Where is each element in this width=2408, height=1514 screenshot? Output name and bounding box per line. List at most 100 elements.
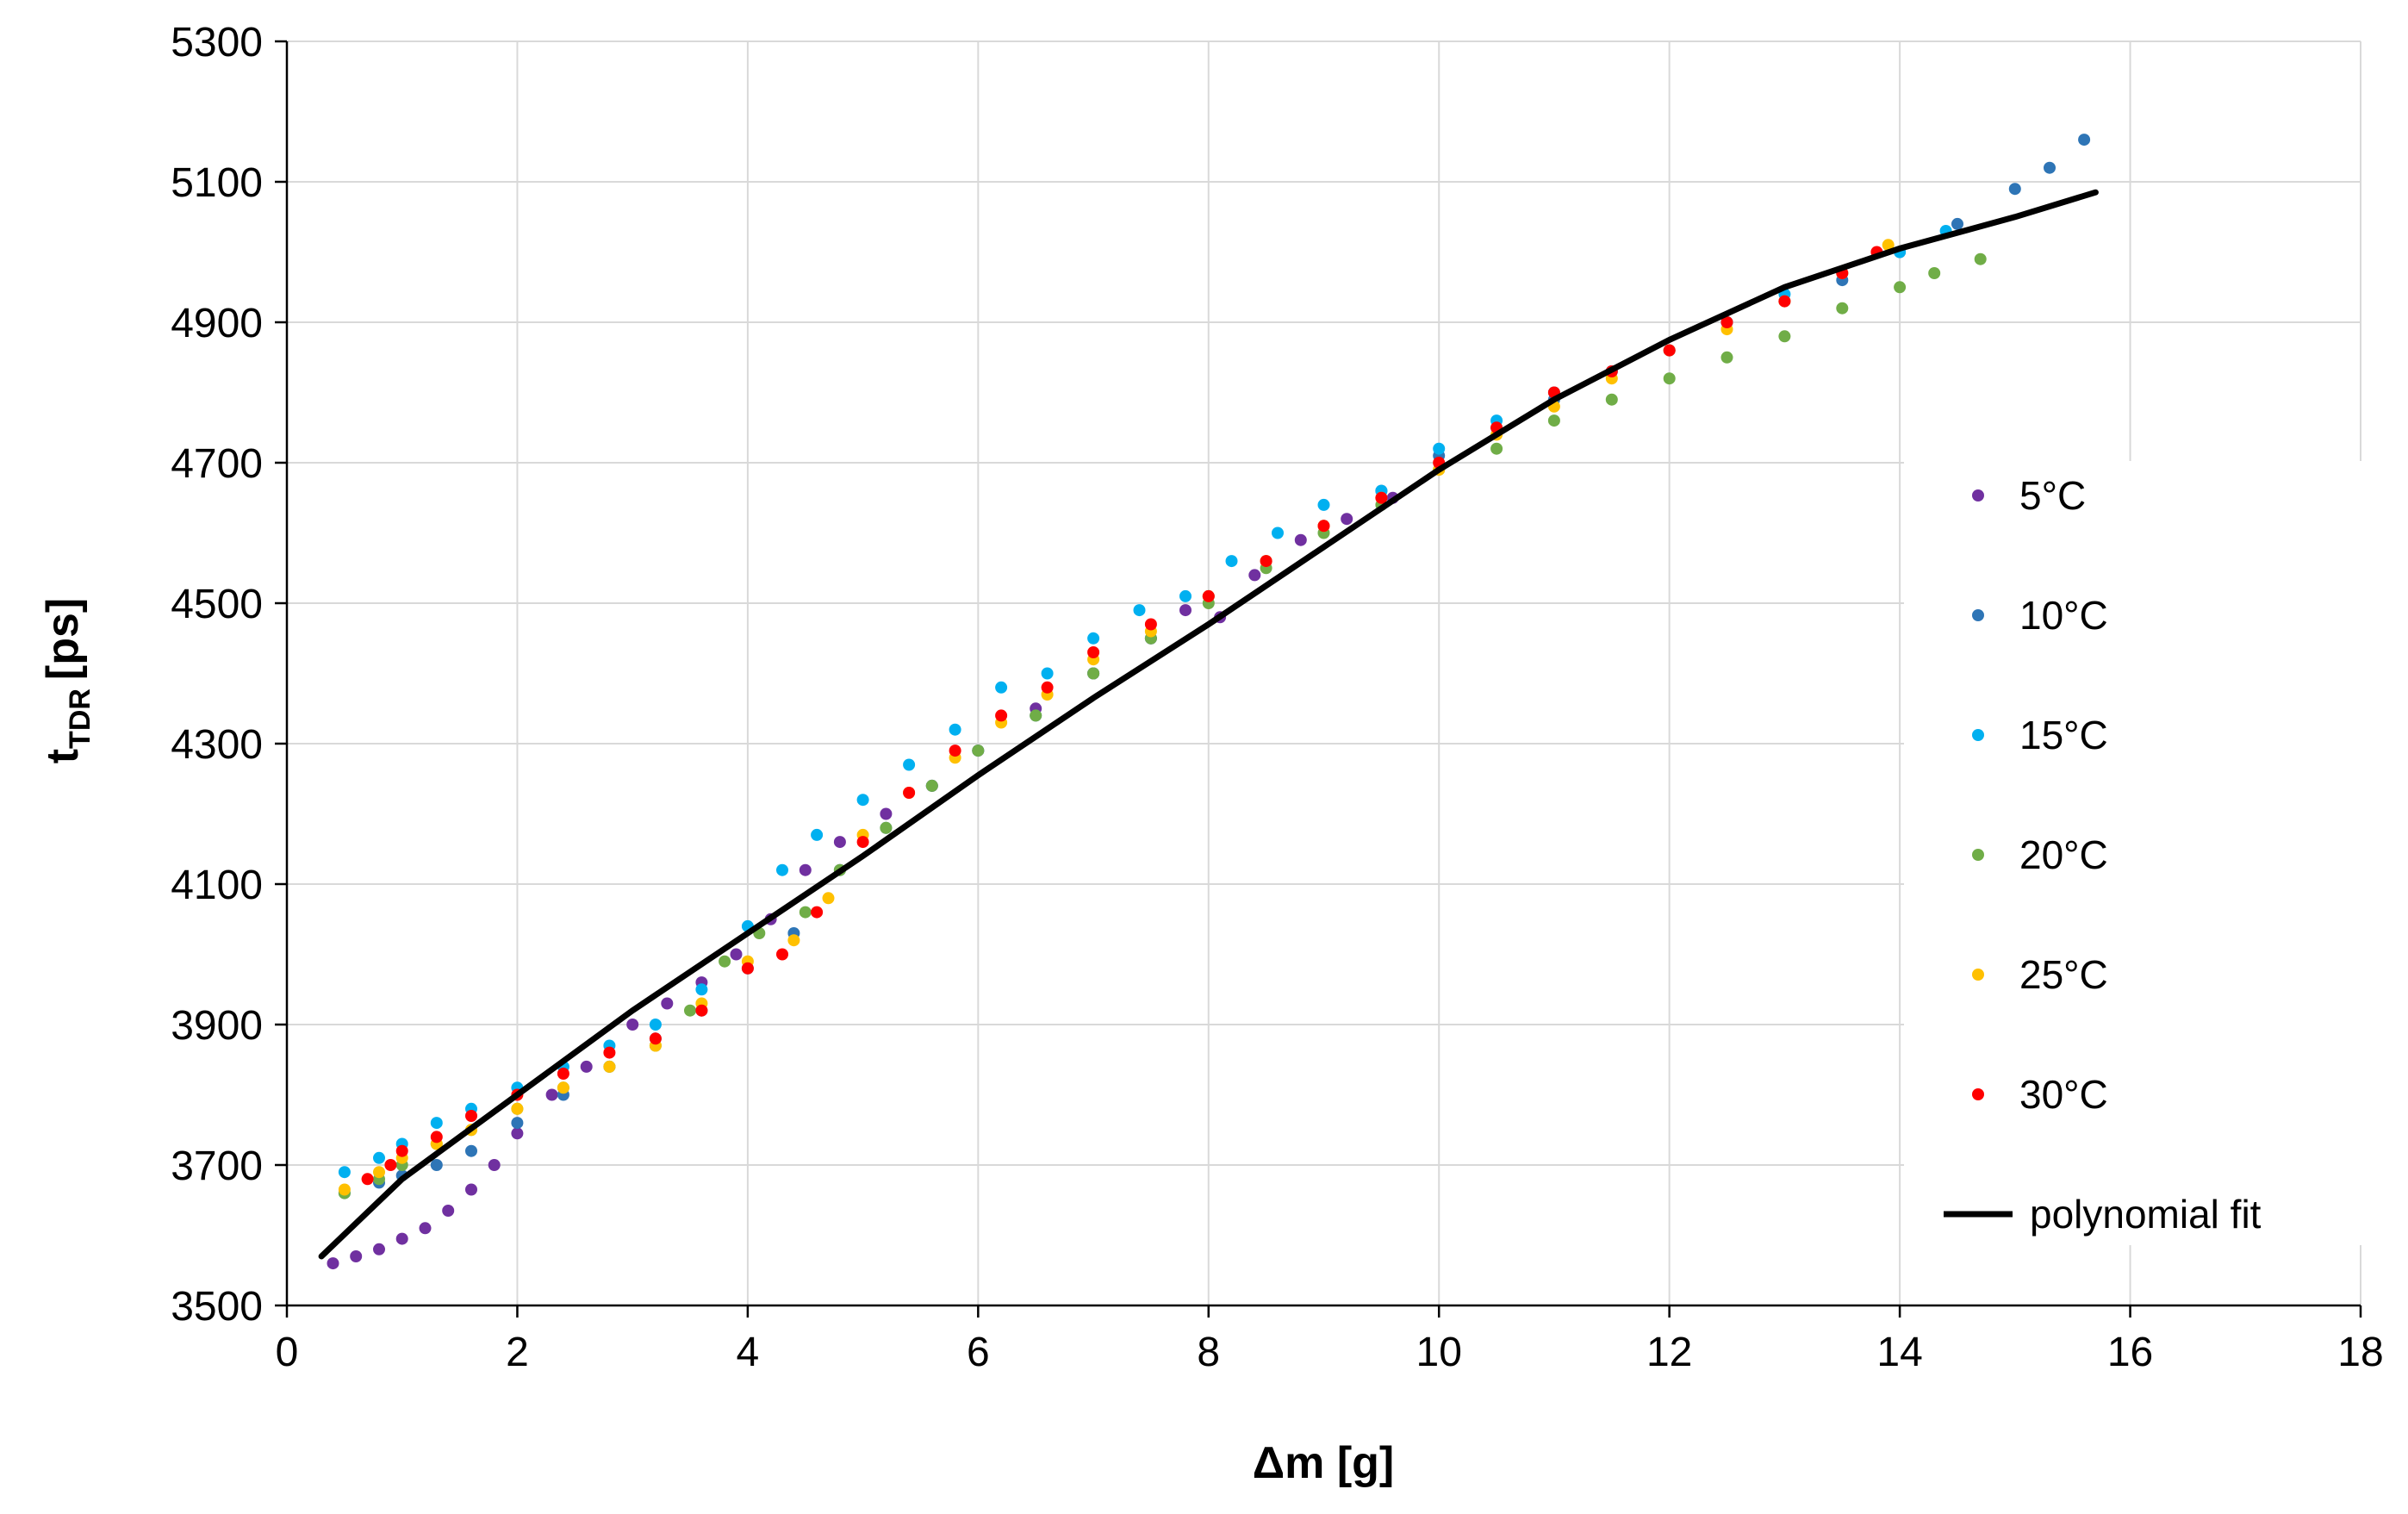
data-point	[373, 1243, 385, 1255]
data-point	[511, 1127, 524, 1140]
data-point	[995, 709, 1008, 722]
data-point	[1605, 393, 1618, 406]
data-point	[1317, 520, 1330, 533]
data-point	[684, 1004, 696, 1017]
data-point	[1974, 252, 1987, 265]
data-point	[603, 1046, 616, 1059]
legend-label: 5°C	[2019, 473, 2086, 518]
legend-swatch	[1972, 489, 1984, 502]
data-point	[350, 1250, 363, 1262]
legend-label: 15°C	[2019, 713, 2108, 757]
y-axis-title: tTDR [ps]	[38, 598, 96, 764]
data-point	[1179, 604, 1192, 617]
x-tick-label: 4	[737, 1330, 760, 1375]
data-point	[1547, 414, 1560, 427]
data-point	[603, 1060, 616, 1073]
data-point	[1202, 589, 1215, 602]
legend: 5°C 10°C 15°C 20°C 25°C 30°C polynomial fit	[1904, 461, 2369, 1245]
polynomial-fit-line	[318, 189, 2099, 1260]
y-tick-label: 4500	[171, 582, 263, 627]
data-point	[649, 1019, 662, 1031]
data-point	[1179, 589, 1192, 602]
legend-label: polynomial fit	[2030, 1192, 2262, 1237]
data-point	[361, 1173, 374, 1186]
y-axis-title-subscript: TDR	[64, 688, 96, 749]
data-points	[327, 134, 2091, 1270]
data-point	[903, 787, 916, 799]
data-point	[1778, 295, 1791, 308]
data-point	[545, 1088, 558, 1101]
data-point	[833, 836, 846, 849]
data-point	[1272, 526, 1284, 539]
data-point	[373, 1151, 385, 1164]
legend-label: 20°C	[2019, 832, 2108, 877]
data-point	[695, 983, 708, 996]
data-point	[787, 934, 800, 947]
data-point	[384, 1159, 397, 1171]
data-point	[811, 906, 824, 919]
data-point	[880, 821, 893, 834]
data-point	[1375, 491, 1388, 504]
data-point	[442, 1205, 455, 1217]
x-tick-label: 6	[967, 1330, 990, 1375]
data-point	[949, 745, 961, 757]
data-point	[776, 863, 788, 876]
data-point	[1951, 217, 1963, 230]
legend-label: 30°C	[2019, 1072, 2108, 1117]
data-point	[949, 723, 961, 736]
y-tick-label: 5100	[171, 160, 263, 206]
data-point	[776, 948, 788, 961]
data-point	[2078, 134, 2091, 146]
data-point	[695, 1004, 708, 1017]
data-point	[661, 997, 674, 1010]
data-point	[1490, 442, 1503, 455]
legend-swatch	[1972, 609, 1984, 621]
data-point	[880, 807, 893, 820]
y-tick-label: 4100	[171, 863, 263, 908]
x-tick-label: 16	[2107, 1330, 2153, 1375]
data-point	[1928, 267, 1941, 279]
data-point	[1720, 316, 1733, 328]
legend-label: 25°C	[2019, 952, 2108, 997]
data-point	[488, 1159, 501, 1171]
data-point	[903, 758, 916, 771]
data-point	[373, 1166, 385, 1179]
x-tick-label: 2	[506, 1330, 529, 1375]
data-point	[1087, 667, 1100, 680]
data-point	[1663, 344, 1676, 357]
data-point	[1041, 667, 1054, 680]
data-point	[1144, 618, 1157, 631]
x-tick-label: 14	[1876, 1330, 1922, 1375]
fit-curve	[318, 189, 2099, 1260]
x-tick-label: 0	[276, 1330, 299, 1375]
data-point	[626, 1019, 639, 1031]
data-point	[1894, 281, 1907, 294]
y-axis-title-main: t	[38, 749, 88, 763]
data-point	[1433, 442, 1446, 455]
data-point	[1133, 604, 1146, 617]
data-point	[430, 1131, 443, 1143]
data-point	[741, 962, 754, 975]
data-point	[972, 745, 985, 757]
legend-swatch	[1972, 969, 1984, 981]
axes	[275, 40, 2362, 1318]
y-axis-title-unit: [ps]	[38, 598, 88, 680]
data-point	[925, 779, 938, 792]
data-point	[1248, 569, 1261, 582]
data-point	[1087, 632, 1100, 645]
legend-swatch	[1972, 1088, 1984, 1100]
data-point	[799, 863, 812, 876]
data-point	[995, 681, 1008, 694]
data-point	[338, 1183, 351, 1196]
data-point	[465, 1144, 477, 1157]
data-point	[1041, 681, 1054, 694]
y-tick-label: 3900	[171, 1003, 263, 1049]
data-point	[1663, 372, 1676, 385]
data-point	[395, 1232, 408, 1245]
data-point	[730, 948, 743, 961]
data-point	[511, 1117, 524, 1130]
data-point	[822, 892, 835, 905]
x-tick-label: 18	[2337, 1330, 2383, 1375]
data-point	[1778, 330, 1791, 343]
